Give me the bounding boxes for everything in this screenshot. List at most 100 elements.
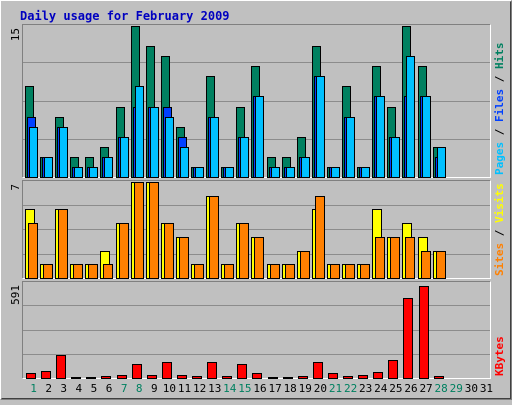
bar-pages-day-20 [316,76,325,178]
bar-sites-day-1 [28,223,38,279]
bar-sites-day-14 [224,264,234,279]
x-axis-tick-labels: 1 2 3 4 5 6 7 8 9 10 11 12 13 14 15 16 17 18 19 20 21 22 23 24 2… [30,382,493,395]
bar-pages-day-28 [437,147,446,178]
legend-entry: / [493,122,506,142]
x-tick-label-6: 6 [106,382,113,395]
bar-sites-day-17 [270,264,280,279]
x-tick-label-12: 12 [193,382,206,395]
x-tick-label-13: 13 [208,382,221,395]
bar-pages-day-9 [150,107,159,178]
bar-pages-day-13 [210,117,219,178]
bar-kbytes-day-12 [192,376,202,379]
bar-pages-day-18 [286,167,295,178]
x-tick-label-1: 1 [30,382,37,395]
x-tick-label-23: 23 [359,382,372,395]
bar-pages-day-1 [29,127,38,178]
bar-kbytes-day-26 [403,298,413,379]
bar-pages-day-7 [120,137,129,178]
bar-sites-day-11 [179,237,189,279]
chart-title: Daily usage for February 2009 [20,9,230,23]
x-tick-label-5: 5 [91,382,98,395]
bar-kbytes-day-7 [117,375,127,379]
x-tick-label-31: 31 [480,382,493,395]
legend-entry: Files [493,89,506,122]
bar-kbytes-day-24 [373,372,383,379]
x-tick-label-2: 2 [45,382,52,395]
bar-kbytes-day-20 [313,362,323,379]
bar-kbytes-day-9 [147,375,157,379]
bar-pages-day-24 [376,96,385,178]
bar-sites-day-23 [360,264,370,279]
bar-sites-day-24 [375,237,385,279]
bar-pages-day-3 [59,127,68,178]
bar-pages-day-12 [195,167,204,178]
bar-pages-day-15 [240,137,249,178]
legend-entry: Pages [493,142,506,175]
bar-kbytes-day-27 [419,286,429,379]
bar-kbytes-day-16 [252,373,262,379]
bar-kbytes-day-1 [26,373,36,379]
bar-sites-day-13 [209,196,219,279]
x-tick-label-21: 21 [329,382,342,395]
bar-kbytes-day-4 [71,377,81,379]
bar-pages-day-27 [422,96,431,178]
bar-kbytes-day-2 [41,371,51,379]
bar-pages-day-10 [165,117,174,178]
bar-kbytes-day-3 [56,355,66,379]
bar-pages-day-14 [225,167,234,178]
bar-kbytes-day-11 [177,375,187,379]
x-tick-label-3: 3 [60,382,67,395]
bar-pages-day-4 [74,167,83,178]
bar-sites-day-20 [315,196,325,279]
legend-entry: Visits [493,183,506,223]
bar-sites-day-2 [43,264,53,279]
bar-kbytes-day-23 [358,375,368,379]
bar-pages-day-5 [89,167,98,178]
legend-entry: / [493,223,506,243]
bar-kbytes-day-22 [343,376,353,379]
bar-pages-day-26 [406,56,415,178]
bar-pages-day-19 [301,157,310,178]
bar-sites-day-6 [103,264,113,279]
bar-pages-day-6 [104,157,113,178]
bar-kbytes-day-10 [162,362,172,379]
bar-sites-day-19 [300,251,310,279]
legend-entry: KBytes [493,336,506,376]
x-tick-label-27: 27 [419,382,432,395]
bar-sites-day-4 [73,264,83,279]
bar-pages-day-21 [331,167,340,178]
bar-sites-day-22 [345,264,355,279]
bar-sites-day-5 [88,264,98,279]
bar-sites-day-28 [436,251,446,279]
x-tick-label-15: 15 [238,382,251,395]
bar-kbytes-day-13 [207,362,217,379]
legend-entry: Sites [493,243,506,276]
panel-border-dark [22,281,491,379]
y-max-label: 591 [9,285,22,305]
panel-middle: 7 Sites / Visits [9,180,506,279]
bar-kbytes-day-19 [298,376,308,379]
x-tick-label-14: 14 [223,382,237,395]
bar-pages-day-17 [271,167,280,178]
bar-sites-day-7 [119,223,129,279]
x-tick-label-22: 22 [344,382,357,395]
x-tick-label-8: 8 [136,382,143,395]
panel-legend-label: Pages / Files / Hits [493,43,506,176]
bar-kbytes-day-6 [101,376,111,379]
bar-pages-day-25 [391,137,400,178]
x-tick-label-10: 10 [163,382,176,395]
bar-kbytes-day-14 [222,376,232,379]
bar-kbytes-day-17 [268,377,278,379]
bar-sites-day-21 [330,264,340,279]
panel-border-dark [22,180,491,279]
bar-sites-day-27 [421,251,431,279]
bar-sites-day-3 [58,209,68,279]
panel-legend-label: KBytes [493,336,506,376]
x-tick-label-30: 30 [465,382,478,395]
bar-pages-day-11 [180,147,189,178]
bar-kbytes-day-21 [328,373,338,379]
bar-kbytes-day-28 [434,376,444,379]
bar-kbytes-day-25 [388,360,398,379]
